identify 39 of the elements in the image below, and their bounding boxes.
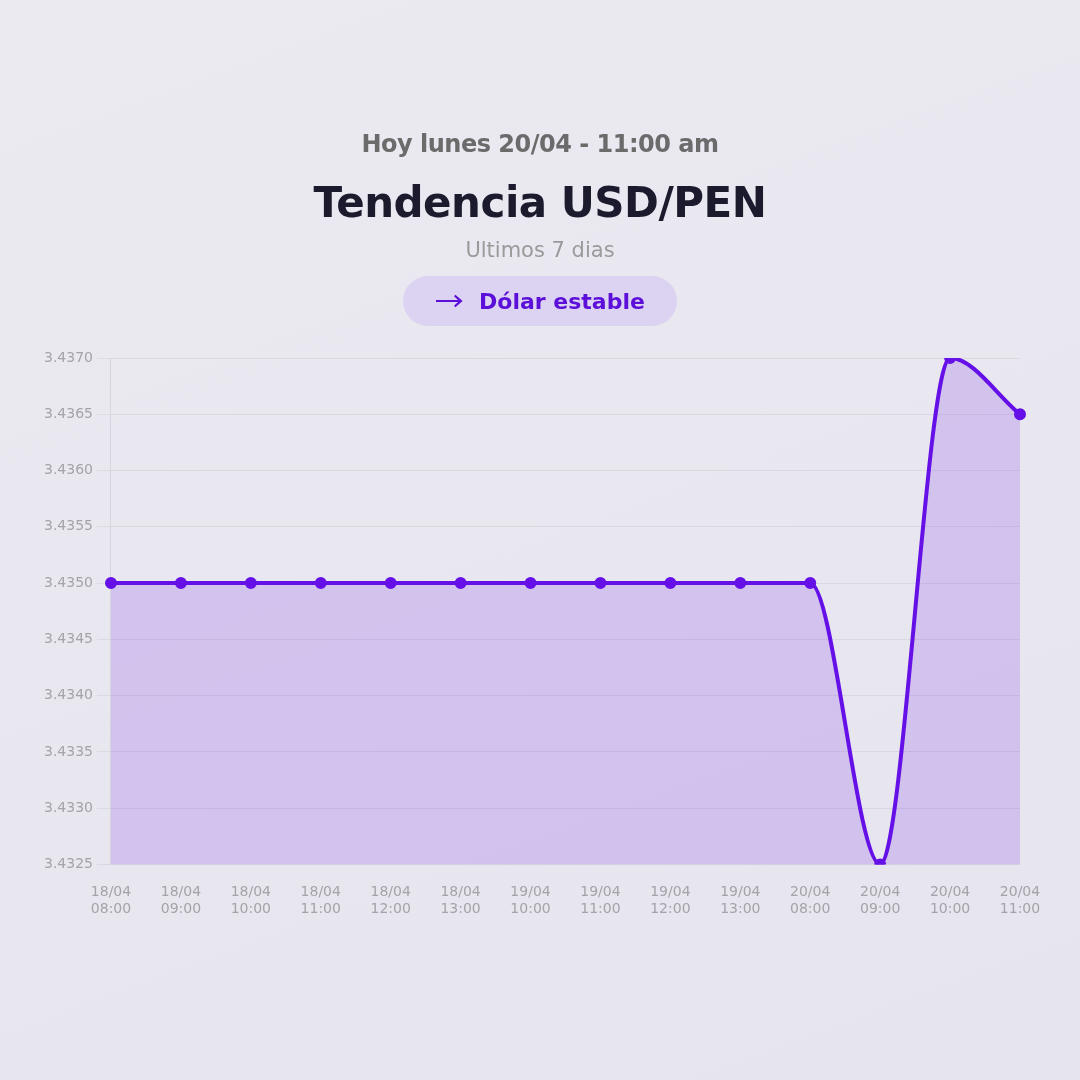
y-tick-label: 3.4365 [43, 404, 93, 421]
point [804, 577, 817, 590]
point [664, 577, 677, 590]
x-tick-label: 18/04 09:00 [160, 883, 202, 917]
y-tick-label: 3.4370 [43, 348, 93, 365]
y-tick-label: 3.4330 [43, 798, 93, 815]
point [104, 577, 117, 590]
chart-title: Tendencia USD/PEN [312, 178, 768, 227]
y-tick-label: 3.4360 [43, 461, 93, 478]
x-tick-label: 18/04 13:00 [440, 883, 481, 917]
x-tick-label: 20/04 09:00 [859, 883, 901, 917]
x-tick-label: 20/04 11:00 [999, 883, 1041, 917]
point [594, 577, 607, 590]
point [384, 577, 397, 590]
x-tick-label: 18/04 11:00 [300, 883, 342, 917]
y-tick-label: 3.4355 [43, 517, 93, 534]
x-tick-label: 18/04 12:00 [370, 883, 411, 917]
point [244, 577, 257, 590]
point [174, 577, 187, 590]
x-tick-label: 18/04 08:00 [90, 883, 132, 917]
point [524, 577, 537, 590]
x-tick-label: 20/04 08:00 [790, 883, 831, 917]
x-tick-label: 20/04 10:00 [929, 883, 971, 917]
x-tick-label: 19/04 11:00 [580, 883, 621, 917]
x-tick-label: 19/04 10:00 [510, 883, 551, 917]
chart-subtitle: Ultimos 7 dias [464, 238, 616, 262]
point [734, 577, 747, 590]
point [314, 577, 327, 590]
text: Hoy lunes 20/04 - 11:00 am [360, 130, 720, 158]
y-tick-label: 3.4325 [43, 855, 93, 872]
badge: Dólar estable [403, 276, 677, 326]
y-tick-label: 3.4335 [43, 742, 93, 759]
point [454, 577, 467, 590]
y-tick-label: 3.4340 [43, 686, 93, 703]
x-tick-label: 18/04 10:00 [230, 883, 272, 917]
y-tick-label: 3.4345 [43, 629, 93, 646]
x-tick-label: 19/04 13:00 [720, 883, 761, 917]
y-tick-label: 3.4350 [43, 573, 93, 590]
x-tick-label: 19/04 12:00 [650, 883, 691, 917]
